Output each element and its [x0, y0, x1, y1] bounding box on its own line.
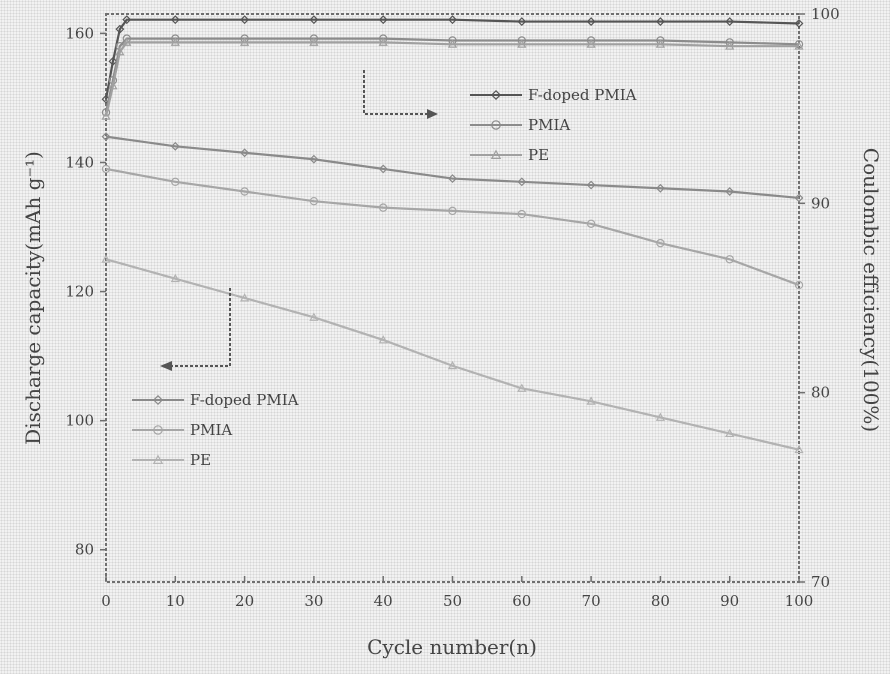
- legend-label: PMIA: [190, 421, 232, 439]
- x-tick-label: 70: [582, 592, 601, 610]
- y2-tick-label: 100: [811, 5, 840, 23]
- legends: F-doped PMIA PMIA PE F-doped PMIA PMIA PE: [132, 86, 637, 469]
- y2-tick-label: 70: [811, 573, 830, 591]
- x-tick-label: 50: [443, 592, 462, 610]
- y-tick-label: 100: [65, 412, 94, 430]
- y-tick-label: 160: [65, 24, 94, 42]
- capacity-axis-arrow-line: [172, 288, 230, 366]
- y-axis-title: Discharge capacity(mAh g⁻¹): [21, 151, 45, 445]
- y2-tick-label: 90: [811, 194, 830, 212]
- plot-frame: [106, 14, 799, 582]
- capacity-axis-arrow-head: [160, 361, 172, 371]
- x-tick-label: 20: [235, 592, 254, 610]
- y-tick-label: 80: [75, 541, 94, 559]
- legend-label: PMIA: [528, 116, 570, 134]
- chart: 0 10 20 30 40 50 60 70 80 90 100 80 100 120 140 160 70 80…: [0, 0, 890, 674]
- efficiency-axis-arrow-line: [364, 70, 428, 114]
- capacity-line-pmia: [106, 169, 799, 285]
- x-tick-label: 90: [720, 592, 739, 610]
- x-tick-label: 60: [512, 592, 531, 610]
- x-tick-label: 80: [651, 592, 670, 610]
- legend-label: PE: [190, 451, 211, 469]
- efficiency-line-f-doped-pmia: [106, 20, 799, 100]
- efficiency-axis-arrow-head: [427, 109, 438, 119]
- y2-axis-title: Coulombic efficiency(100%): [859, 148, 883, 432]
- ticks: 0 10 20 30 40 50 60 70 80 90 100 80 100 120 140 160 70 80…: [65, 5, 839, 610]
- legend-label: PE: [528, 146, 549, 164]
- x-tick-label: 0: [101, 592, 111, 610]
- x-tick-label: 30: [304, 592, 323, 610]
- series: [102, 16, 802, 452]
- efficiency-line-pmia: [106, 39, 799, 113]
- x-tick-label: 40: [374, 592, 393, 610]
- axis-arrows: [160, 70, 438, 371]
- y2-tick-label: 80: [811, 384, 830, 402]
- legend-label: F-doped PMIA: [190, 391, 299, 409]
- y-tick-label: 120: [65, 283, 94, 301]
- y-tick-label: 140: [65, 153, 94, 171]
- legend-label: F-doped PMIA: [528, 86, 637, 104]
- efficiency-line-pe: [106, 42, 799, 116]
- x-tick-label: 100: [785, 592, 814, 610]
- x-axis-title: Cycle number(n): [367, 635, 537, 659]
- capacity-line-f-doped-pmia: [106, 137, 799, 198]
- x-tick-label: 10: [166, 592, 185, 610]
